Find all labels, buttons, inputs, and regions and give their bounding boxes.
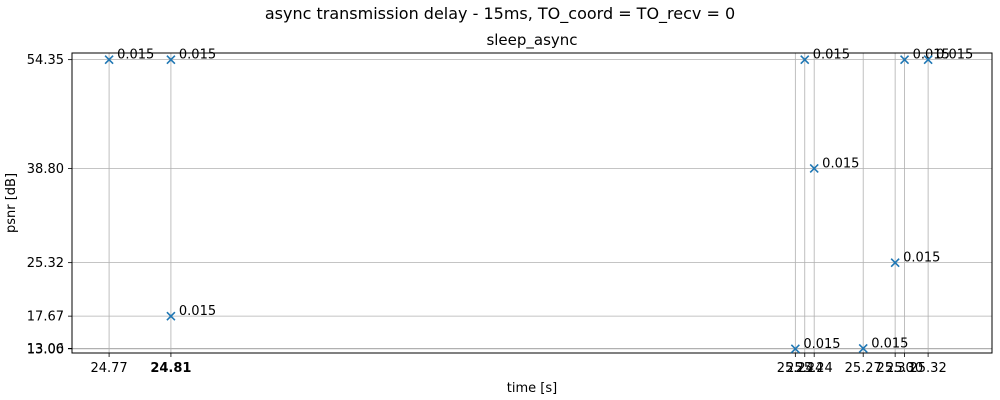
x-tick-label: 24.81: [150, 361, 191, 376]
data-point-label: 0.015: [813, 48, 850, 63]
data-point-label: 0.015: [117, 48, 154, 63]
chart-title: sleep_async: [486, 31, 577, 50]
x-axis-label: time [s]: [507, 381, 557, 396]
x-tick-label: 24.77: [90, 361, 127, 376]
data-point-label: 0.015: [913, 48, 950, 63]
x-tick-label: 25.24: [777, 361, 814, 376]
x-tick-label: 25.32: [910, 361, 947, 376]
data-points: 0.015 0.0150.0150.0150.0150.0150.0150.015…: [104, 48, 973, 354]
y-tick-label: 13.06: [27, 342, 64, 357]
data-point-marker: [166, 311, 176, 321]
y-tick-label: 13.00: [27, 342, 64, 357]
y-tick-label: 38.80: [27, 162, 64, 177]
x-tick-label: 25.27: [845, 361, 882, 376]
y-tick-label: 17.67: [27, 310, 64, 325]
data-point-label: 0.015: [179, 304, 216, 319]
y-tick-label: 54.35: [27, 53, 64, 68]
y-tick-label: 25.32: [27, 256, 64, 271]
data-point-marker: [104, 55, 114, 65]
data-point-label: 0.015: [822, 156, 859, 171]
data-point-marker: [800, 55, 810, 65]
data-point-marker: [809, 163, 819, 173]
x-tick-label: 25.30: [886, 361, 923, 376]
data-point-marker: [858, 343, 868, 353]
data-point-label: 0.015: [936, 48, 973, 63]
data-point-label: 0.015: [871, 336, 908, 351]
x-tick-label: 25.30: [877, 361, 914, 376]
x-tick-label: 25.24: [786, 361, 823, 376]
data-point-label: 0.015: [903, 251, 940, 266]
data-point-marker: [890, 258, 900, 268]
data-point-marker: [899, 55, 910, 65]
x-tick-label: 25.24: [796, 361, 833, 376]
data-point-label: 0.015: [803, 337, 840, 352]
y-axis-label: psnr [dB]: [4, 173, 19, 233]
data-point-marker: [923, 55, 933, 65]
data-point-label: 0.015: [179, 48, 216, 63]
figure-suptitle: async transmission delay - 15ms, TO_coor…: [265, 4, 735, 24]
grid-lines: [72, 53, 992, 353]
data-point-marker: [166, 55, 176, 65]
plot-frame: [71, 52, 993, 354]
data-point-marker: [790, 344, 800, 354]
